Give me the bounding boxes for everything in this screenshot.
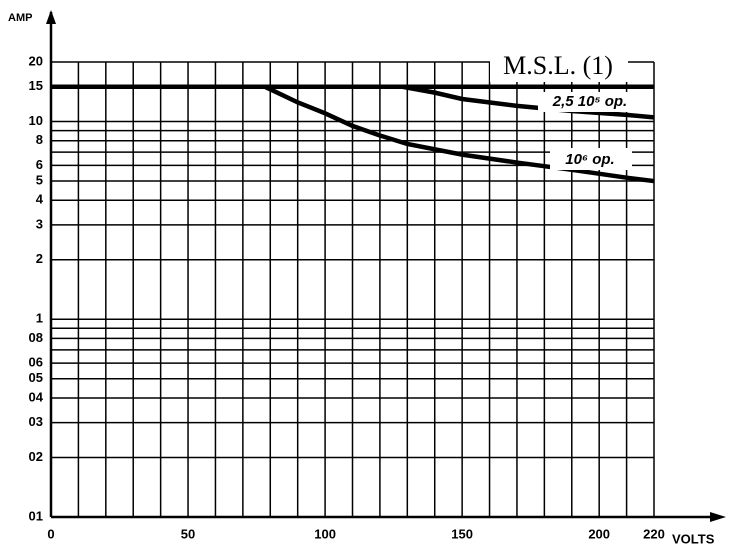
series-label: 2,5 10⁵ op. — [552, 93, 627, 110]
y-tick-label: 05 — [29, 370, 43, 385]
x-tick-label: 0 — [47, 526, 54, 541]
y-tick-label: 2 — [36, 251, 43, 266]
y-tick-label: 3 — [36, 216, 43, 231]
y-tick-label: 02 — [29, 449, 43, 464]
y-tick-label: 03 — [29, 414, 43, 429]
curve — [263, 84, 655, 184]
curve — [401, 84, 655, 120]
y-axis-label: AMP — [8, 12, 32, 24]
x-tick-label: 100 — [314, 526, 336, 541]
x-tick-label: 150 — [451, 526, 473, 541]
y-tick-label: 15 — [29, 78, 43, 93]
x-axis-label: VOLTS — [672, 531, 715, 546]
y-tick-label: 1 — [36, 311, 43, 326]
x-tick-label: 220 — [643, 526, 665, 541]
y-tick-label: 10 — [29, 113, 43, 128]
label-bg — [550, 148, 632, 170]
label-bg — [490, 52, 628, 82]
series-label: M.S.L. (1) — [503, 51, 613, 80]
y-tick-label: 6 — [36, 157, 43, 172]
x-tick-label: 200 — [588, 526, 610, 541]
y-tick-label: 04 — [29, 389, 44, 404]
x-tick-label: 50 — [181, 526, 195, 541]
y-tick-label: 5 — [36, 172, 43, 187]
y-tick-label: 8 — [36, 132, 43, 147]
series-label: 10⁶ op. — [565, 151, 614, 168]
y-tick-label: 20 — [29, 53, 43, 68]
y-tick-label: 08 — [29, 330, 43, 345]
x-arrow — [710, 512, 726, 522]
y-tick-label: 06 — [29, 355, 43, 370]
y-tick-label: 01 — [29, 508, 43, 523]
y-tick-label: 4 — [36, 192, 44, 207]
label-bg — [538, 92, 644, 112]
